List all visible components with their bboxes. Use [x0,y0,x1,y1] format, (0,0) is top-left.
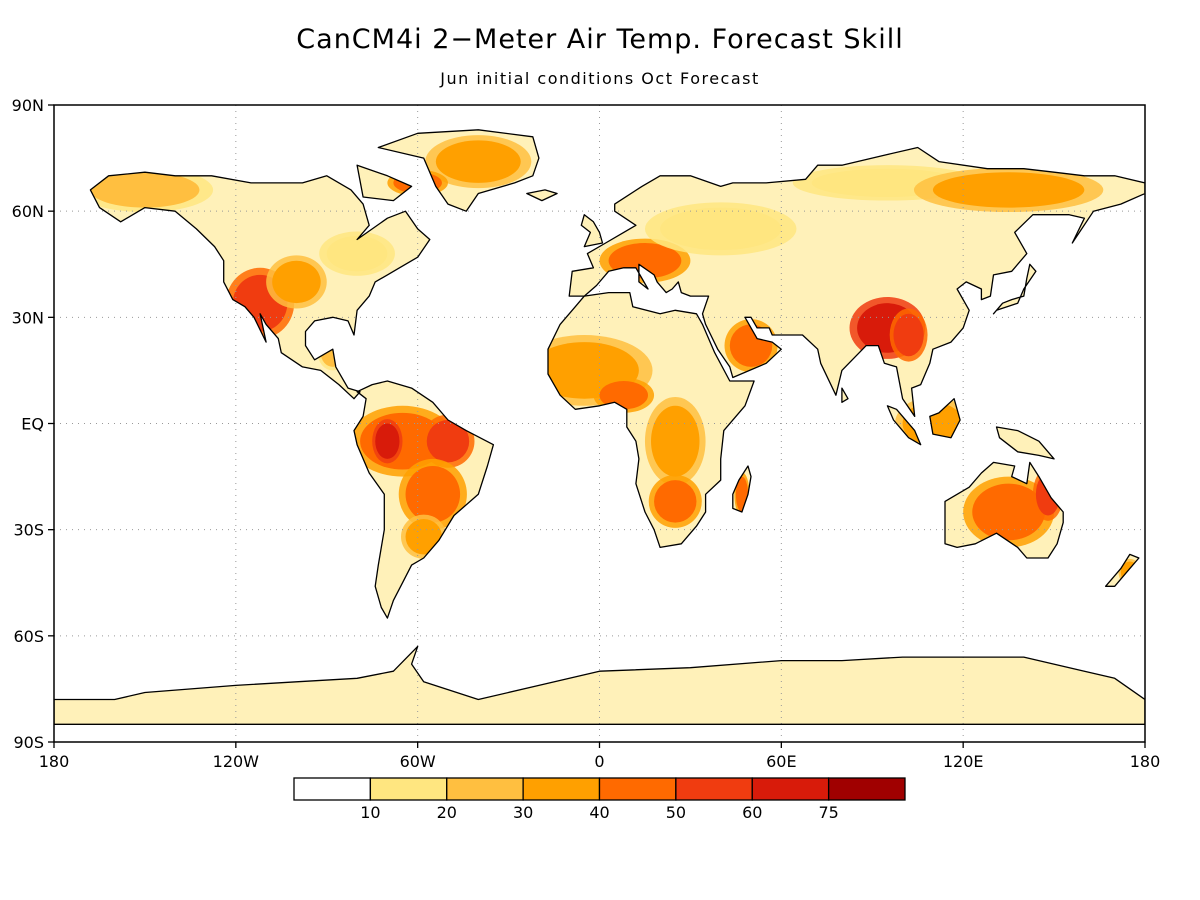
japan-coastline [992,263,1037,315]
madagascar-coastline [732,465,752,513]
colorbar-label: 60 [742,803,762,822]
colorbar-legend: 10 20 30 40 50 60 75 [293,777,906,822]
new-zealand-coastline [1104,553,1140,587]
uk-coastline [580,214,604,248]
lat-label: 30S [13,521,44,540]
skill-region-15 [654,480,697,523]
colorbar-swatch [675,777,753,801]
lon-label: 120E [943,752,984,771]
skill-region-14 [651,405,700,477]
baffin-coastline [356,164,413,202]
colorbar-swatch [827,777,906,801]
new-guinea-coastline [995,426,1055,460]
australia-coastline [944,461,1064,559]
graticule [54,105,1145,742]
colorbar-swatch [522,777,601,801]
sri-lanka-coastline [841,387,849,403]
colorbar-swatch [598,777,677,801]
lat-label: 90N [12,96,44,115]
skill-region-8 [426,419,470,463]
antarctica-coastline [54,645,1145,725]
africa-coastline [547,291,755,549]
sumatra-coastline [886,405,922,446]
lon-label: 60E [766,752,796,771]
skill-region-2 [90,172,200,208]
lon-label: 180 [39,752,70,771]
lat-label: 60N [12,202,44,221]
colorbar-swatch [369,777,448,801]
lon-label: 180 [1130,752,1161,771]
lon-label: 120W [213,752,260,771]
colorbar-label: 75 [818,803,838,822]
eurasia-coastline [568,146,1145,418]
colorbar-label: 20 [437,803,457,822]
skill-region-10 [405,465,461,523]
colorbar-swatch [446,777,524,801]
skill-region-13 [599,381,648,410]
skill-region-5 [435,140,521,183]
colorbar-label: 40 [589,803,609,822]
lon-label: 60W [400,752,436,771]
colorbar-label: 10 [360,803,380,822]
skill-region-1 [272,260,321,304]
lat-label: 90S [13,733,44,752]
colorbar-label: 50 [666,803,686,822]
iceland-coastline [526,189,558,202]
north-america-coastline [89,171,431,400]
map-subtitle: Jun initial conditions Oct Forecast [440,69,760,88]
map-title: CanCM4i 2−Meter Air Temp. Forecast Skill [296,24,904,55]
colorbar-label: 30 [513,803,533,822]
lon-label: 0 [594,752,604,771]
colorbar-swatch [293,777,372,801]
lat-label: 60S [13,627,44,646]
skill-region-3 [326,235,388,272]
skill-region-25 [972,483,1045,541]
lat-label: EQ [21,415,44,434]
lat-label: 30N [12,308,44,327]
south-america-coastline [353,380,495,619]
skill-region-11 [405,519,442,555]
coastlines [54,129,1145,725]
skill-region-21 [893,313,924,357]
skill-region-23 [932,172,1085,208]
borneo-coastline [929,398,961,439]
colorbar-swatch [751,777,830,801]
skill-region-9 [375,423,400,459]
skill-region-18 [660,207,782,251]
greenland-coastline [377,129,540,212]
